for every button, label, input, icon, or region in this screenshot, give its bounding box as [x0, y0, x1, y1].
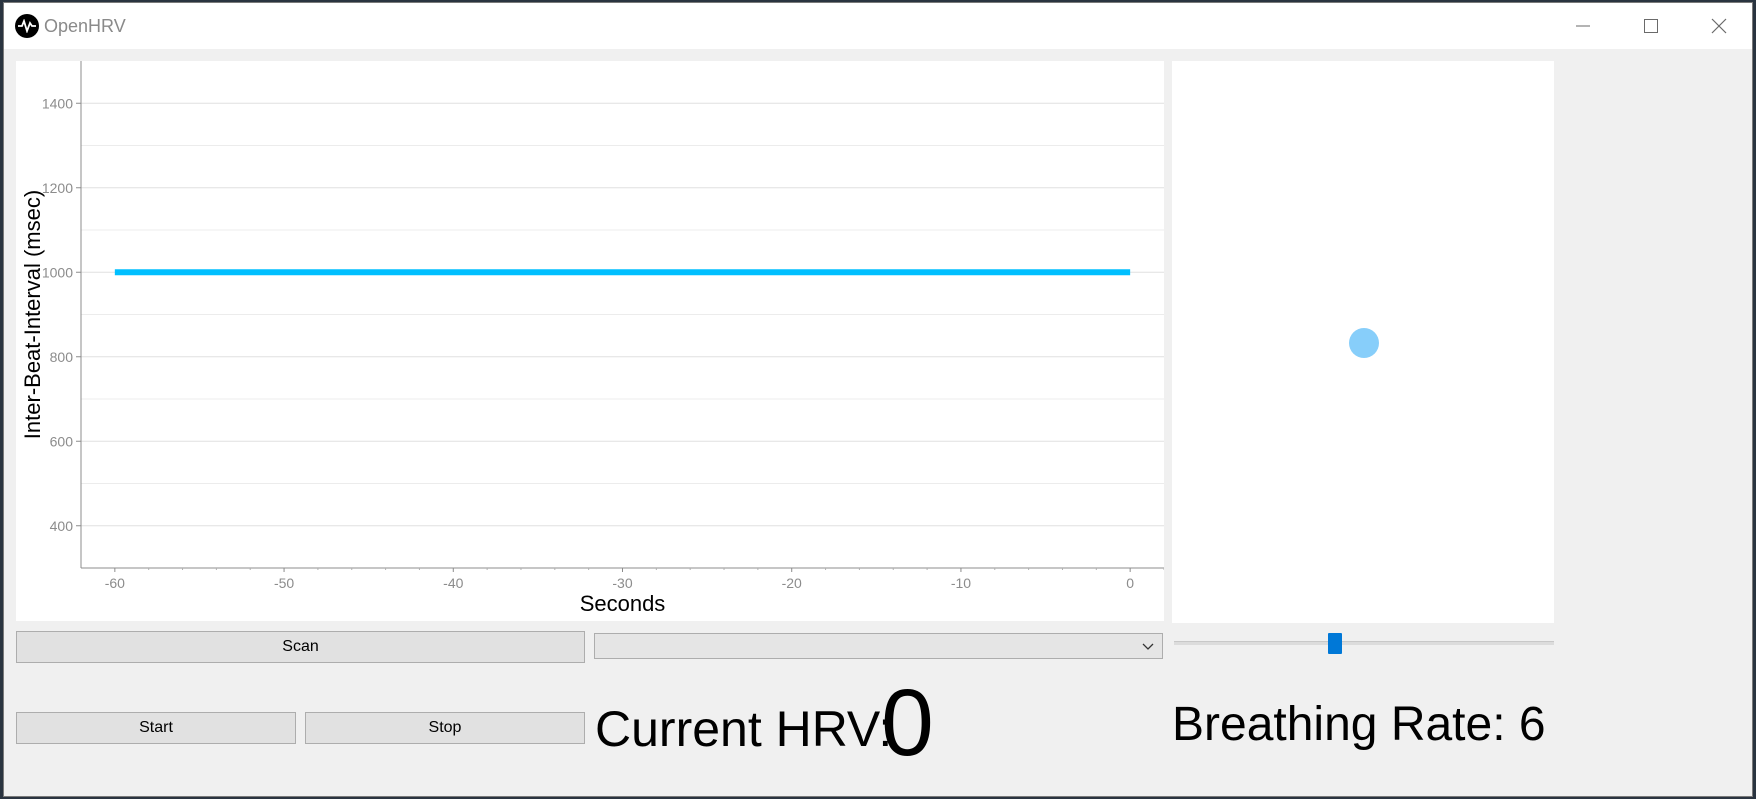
- chevron-down-icon: [1142, 643, 1154, 650]
- close-button[interactable]: [1684, 3, 1754, 49]
- slider-track: [1174, 641, 1554, 645]
- x-tick-label: -20: [782, 575, 802, 591]
- y-axis-title: Inter-Beat-Interval (msec): [20, 190, 45, 439]
- current-hrv-label: Current HRV:: [595, 701, 893, 757]
- breathing-pacer-panel: [1172, 61, 1554, 623]
- ibi-chart: 400 600 800 1000 1200 1400 -60 -50 -40 -30 -20 -10 0…: [20, 61, 1165, 616]
- x-tick-label: -10: [951, 575, 971, 591]
- x-tick-label: -50: [274, 575, 294, 591]
- y-tick-label: 1400: [42, 95, 73, 111]
- breathing-rate-slider[interactable]: [1170, 629, 1555, 659]
- x-tick-label: -30: [612, 575, 632, 591]
- y-tick-label: 800: [50, 349, 74, 365]
- y-tick-label: 1200: [42, 180, 73, 196]
- x-tick-label: 0: [1126, 575, 1134, 591]
- breathing-rate-label: Breathing Rate: 6: [1172, 698, 1546, 751]
- y-tick-label: 1000: [42, 264, 73, 280]
- ibi-chart-panel: 400 600 800 1000 1200 1400 -60 -50 -40 -30 -20 -10 0…: [16, 61, 1165, 621]
- window-title: OpenHRV: [44, 16, 126, 36]
- breathing-pacer-dot: [1349, 328, 1379, 358]
- x-axis-title: Seconds: [580, 591, 666, 616]
- maximize-icon: [1644, 19, 1658, 33]
- device-select[interactable]: [594, 633, 1163, 659]
- scan-button[interactable]: Scan: [16, 631, 585, 663]
- heartbeat-icon: [15, 14, 39, 38]
- x-tick-label: -60: [105, 575, 125, 591]
- stop-button[interactable]: Stop: [305, 712, 585, 744]
- app-window: OpenHRV 400 600 800 1000 1200 1400 -60 -50 -40 -3…: [3, 2, 1753, 797]
- title-bar: OpenHRV: [4, 3, 1752, 49]
- y-tick-label: 400: [50, 518, 74, 534]
- maximize-button[interactable]: [1616, 3, 1686, 49]
- start-button[interactable]: Start: [16, 712, 296, 744]
- minimize-icon: [1576, 25, 1590, 27]
- current-hrv-value: 0: [881, 670, 934, 776]
- minimize-button[interactable]: [1548, 3, 1618, 49]
- close-icon: [1711, 18, 1727, 34]
- x-tick-label: -40: [443, 575, 463, 591]
- slider-handle[interactable]: [1328, 633, 1342, 654]
- y-tick-label: 600: [50, 433, 74, 449]
